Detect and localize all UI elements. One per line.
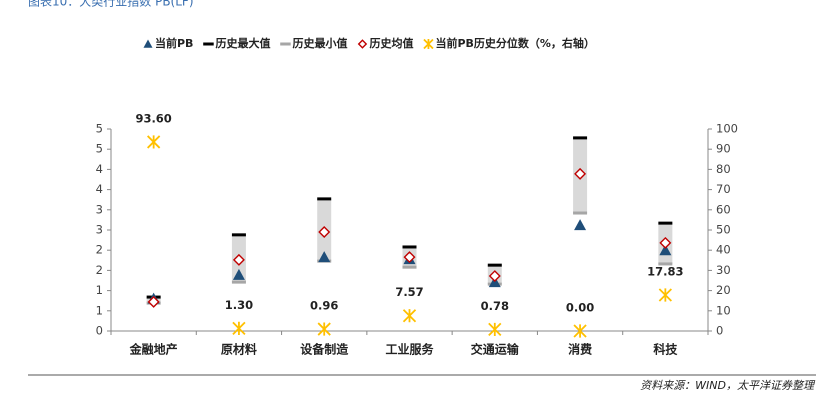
y-tick-label: 0 [96, 324, 103, 338]
data-label: 0.00 [566, 301, 594, 315]
y2-tick-label: 70 [716, 182, 731, 196]
legend-label: 历史最大值 [215, 36, 270, 50]
data-label: 0.96 [310, 299, 338, 313]
marker-diamond [659, 236, 672, 249]
legend-symbol [203, 42, 214, 46]
y2-tick-label: 100 [716, 122, 738, 136]
legend-label: 当前PB历史分位数（%，右轴） [435, 36, 594, 50]
y-tick-label: 2 [96, 243, 103, 257]
y2-tick-label: 20 [716, 283, 731, 297]
marker-dash [658, 262, 673, 266]
legend-label: 当前PB [155, 36, 193, 50]
y-tick-label: 3 [96, 202, 103, 216]
y2-tick-label: 80 [716, 162, 731, 176]
marker-dash [402, 245, 417, 249]
y-tick-label: 3 [96, 223, 103, 237]
chart-title: 图表10：大类行业指数 PB(LF) [28, 0, 194, 9]
marker-dash [231, 280, 246, 284]
data-label: 17.83 [647, 264, 683, 278]
data-label: 0.78 [481, 299, 509, 313]
x-tick-label: 消费 [568, 342, 592, 357]
source: 资料来源：WIND，太平洋证券整理 [640, 379, 816, 392]
x-tick-label: 原材料 [221, 342, 257, 357]
y-tick-label: 1 [96, 303, 103, 317]
marker-dash [658, 221, 673, 225]
marker-diamond [318, 226, 331, 239]
marker-diamond [403, 251, 416, 264]
legend-symbol [280, 42, 291, 46]
data-label: 1.30 [225, 298, 253, 312]
legend-label: 历史均值 [369, 36, 413, 50]
legend-label: 历史最小值 [292, 36, 347, 50]
marker-star [658, 288, 672, 302]
x-tick-label: 金融地产 [129, 342, 178, 357]
y2-tick-label: 60 [716, 202, 731, 216]
y-tick-label: 4 [96, 182, 103, 196]
marker-triangle [574, 219, 587, 231]
y-tick-label: 1 [96, 283, 103, 297]
marker-dash [317, 197, 332, 201]
x-tick-label: 工业服务 [385, 342, 434, 357]
marker-triangle [659, 244, 672, 256]
marker-diamond [574, 167, 587, 180]
marker-diamond [147, 295, 160, 308]
y-tick-label: 5 [96, 142, 103, 156]
marker-dash [231, 233, 246, 237]
y2-tick-label: 90 [716, 142, 731, 156]
marker-star [317, 322, 331, 336]
legend-symbol [357, 39, 368, 49]
marker-star [488, 322, 502, 337]
y2-tick-label: 50 [716, 223, 731, 237]
marker-triangle [318, 251, 331, 263]
data-label: 93.60 [135, 111, 171, 125]
marker-star [573, 324, 587, 338]
y-tick-label: 2 [96, 263, 103, 277]
x-tick-label: 科技 [653, 342, 678, 357]
y2-tick-label: 0 [716, 324, 723, 338]
marker-dash [487, 263, 502, 267]
marker-star [147, 135, 161, 149]
x-tick-label: 设备制造 [300, 342, 349, 357]
legend-symbol [143, 39, 153, 48]
y2-tick-label: 30 [716, 263, 731, 277]
marker-diamond [488, 270, 501, 283]
x-tick-label: 交通运输 [471, 342, 520, 357]
y-tick-label: 4 [96, 162, 103, 176]
marker-diamond [232, 253, 245, 266]
y-tick-label: 5 [96, 122, 103, 136]
marker-star [232, 321, 246, 336]
marker-triangle [232, 268, 245, 280]
marker-dash [573, 211, 588, 215]
marker-dash [402, 265, 417, 269]
data-label: 7.57 [395, 285, 423, 299]
y2-tick-label: 10 [716, 303, 731, 317]
legend-symbol [423, 38, 434, 50]
marker-star [402, 309, 417, 323]
marker-dash [573, 136, 588, 140]
y2-tick-label: 40 [716, 243, 731, 257]
